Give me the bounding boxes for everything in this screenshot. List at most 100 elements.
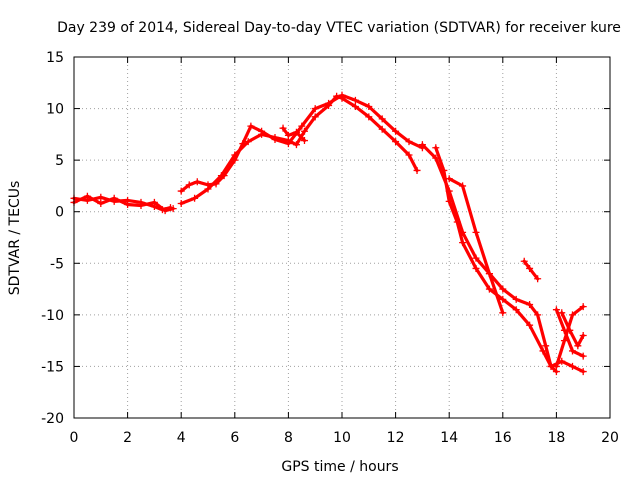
- data-point: [351, 103, 359, 111]
- data-point: [279, 124, 287, 132]
- data-point: [271, 136, 279, 144]
- data-point: [405, 151, 413, 159]
- data-point: [150, 198, 158, 206]
- data-point: [552, 306, 560, 314]
- data-point: [97, 199, 105, 207]
- data-point: [338, 91, 346, 99]
- series-track-e: [279, 124, 308, 145]
- data-point: [97, 193, 105, 201]
- ticks: [73, 56, 611, 419]
- data-point: [413, 166, 421, 174]
- data-point: [378, 115, 386, 123]
- data-point: [499, 295, 507, 303]
- data-point: [579, 331, 587, 339]
- data-point: [284, 131, 292, 139]
- data-point: [542, 342, 550, 350]
- data-point: [298, 122, 306, 130]
- data-point: [526, 321, 534, 329]
- tick-labels: 0 2 4 6 8 10 12 14 16 18 20 -20 -15 -10 -5 0 5 10 15: [41, 50, 619, 446]
- data-point: [239, 140, 247, 148]
- series-line: [554, 305, 585, 368]
- data-point: [445, 175, 453, 183]
- grid: [74, 57, 610, 418]
- data-point: [405, 138, 413, 146]
- data-point: [325, 99, 333, 107]
- data-point: [472, 264, 480, 272]
- data-point: [365, 103, 373, 111]
- data-point: [579, 303, 587, 311]
- data-point: [177, 199, 185, 207]
- data-point: [432, 144, 440, 152]
- series-line: [434, 146, 585, 374]
- y-tick-label: 15: [46, 50, 64, 66]
- series-line: [281, 126, 307, 143]
- series-track-d: [177, 91, 426, 195]
- data-point: [220, 172, 228, 180]
- data-point: [137, 202, 145, 210]
- x-tick-label: 6: [230, 430, 239, 446]
- data-point: [485, 270, 493, 278]
- data-point: [292, 128, 300, 136]
- data-point: [539, 347, 547, 355]
- data-point: [453, 218, 461, 226]
- data-point: [534, 311, 542, 319]
- data-point: [512, 306, 520, 314]
- x-tick-label: 18: [547, 430, 565, 446]
- series-track-j: [552, 306, 587, 360]
- data-point: [566, 326, 574, 334]
- data-point: [552, 362, 560, 370]
- x-tick-label: 16: [494, 430, 512, 446]
- data-point: [459, 239, 467, 247]
- data-point: [110, 194, 118, 202]
- data-point: [300, 127, 308, 135]
- data-point: [574, 342, 582, 350]
- data-point: [520, 257, 528, 265]
- x-tick-label: 10: [333, 430, 351, 446]
- chart-title: Day 239 of 2014, Sidereal Day-to-day VTE…: [57, 20, 621, 36]
- data-point: [161, 207, 169, 215]
- data-point: [568, 362, 576, 370]
- x-tick-label: 2: [123, 430, 132, 446]
- data-point: [300, 137, 308, 145]
- series-track-i: [520, 257, 542, 283]
- x-tick-label: 14: [440, 430, 458, 446]
- data-point: [568, 311, 576, 319]
- y-tick-label: 0: [55, 205, 64, 221]
- x-tick-label: 20: [601, 430, 619, 446]
- data-point: [499, 285, 507, 293]
- y-tick-label: 10: [46, 102, 64, 118]
- series-line: [179, 93, 424, 193]
- data-point: [204, 181, 212, 189]
- y-tick-label: 5: [55, 153, 64, 169]
- data-point: [191, 194, 199, 202]
- series-layer: [70, 91, 587, 376]
- data-point: [472, 228, 480, 236]
- data-point: [212, 180, 220, 188]
- series-track-b: [70, 192, 177, 215]
- series-track-h: [445, 175, 507, 317]
- series-track-c: [177, 92, 421, 207]
- data-point: [558, 309, 566, 317]
- data-point: [392, 138, 400, 146]
- data-point: [526, 264, 534, 272]
- data-point: [351, 96, 359, 104]
- data-point: [512, 295, 520, 303]
- y-tick-label: -15: [41, 359, 64, 375]
- x-tick-label: 0: [70, 430, 79, 446]
- data-point: [526, 301, 534, 309]
- data-point: [499, 309, 507, 317]
- y-axis-label: SDTVAR / TECUs: [7, 181, 23, 296]
- data-point: [247, 122, 255, 130]
- data-point: [378, 125, 386, 133]
- x-tick-label: 8: [284, 430, 293, 446]
- series-line: [554, 308, 585, 358]
- data-point: [311, 105, 319, 113]
- data-point: [472, 254, 480, 262]
- data-point: [193, 178, 201, 186]
- series-line: [179, 94, 419, 206]
- y-tick-label: -5: [50, 256, 64, 272]
- data-point: [365, 113, 373, 121]
- data-point: [485, 285, 493, 293]
- data-point: [560, 337, 568, 345]
